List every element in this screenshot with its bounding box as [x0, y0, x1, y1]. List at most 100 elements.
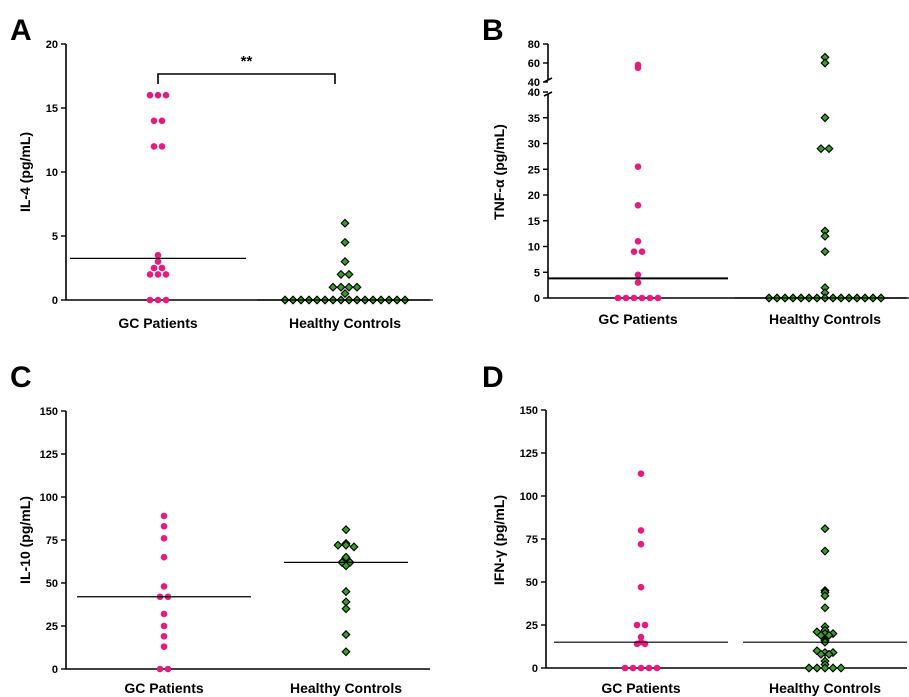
panel-d-point-healthy-controls: [820, 603, 830, 613]
panel-a-y-tick-label: 20: [46, 39, 58, 51]
panel-c-y-tick-label: 150: [40, 406, 58, 418]
panel-d-point-gc-patients: [653, 664, 661, 672]
panel-d-y-tick-label: 0: [532, 663, 538, 675]
panel-d-point-gc-patients: [637, 664, 645, 672]
panel-d-point-gc-patients: [641, 621, 649, 629]
panel-a-point-healthy-controls: [336, 282, 346, 292]
panel-c-y-tick-label: 125: [40, 449, 58, 461]
panel-c-point-gc-patients: [160, 553, 168, 561]
panel-a: A IL-4 (pg/mL) GC Patients Healthy Contr…: [10, 14, 433, 331]
panel-b-y-tick-label: 80: [528, 39, 540, 51]
panel-c-point-healthy-controls: [341, 561, 351, 571]
panel-d-category-hc: Healthy Controls: [769, 680, 881, 696]
panel-b-point-gc-patients: [614, 294, 622, 302]
panel-d-y-tick-label: 50: [526, 577, 538, 589]
panel-d-point-healthy-controls: [824, 630, 834, 640]
panel-a-category-gc: GC Patients: [118, 315, 198, 331]
panel-b-y-tick-label: 40: [528, 77, 540, 89]
panel-a-point-gc-patients: [158, 143, 166, 150]
panel-c-point-gc-patients: [160, 522, 168, 530]
panel-b-point-healthy-controls: [820, 231, 830, 241]
panel-b-point-healthy-controls: [824, 144, 834, 154]
panel-d-category-gc: GC Patients: [601, 680, 681, 696]
panel-b-y-tick-label: 60: [528, 58, 540, 70]
panel-c-point-healthy-controls: [341, 647, 351, 657]
panel-c-y-tick-label: 50: [46, 578, 58, 590]
panel-b-point-gc-patients: [622, 294, 630, 302]
panel-a-y-tick-label: 10: [46, 167, 58, 179]
panel-c-point-healthy-controls: [341, 604, 351, 614]
panel-c-point-gc-patients: [160, 534, 168, 542]
panel-b-axis-break-mark: [543, 91, 553, 97]
panel-a-point-healthy-controls: [328, 282, 338, 292]
panel-a-point-gc-patients: [158, 117, 166, 125]
panel-c-point-healthy-controls: [341, 630, 351, 640]
panel-b-y-tick-label: 10: [528, 242, 540, 254]
panel-a-point-gc-patients: [154, 251, 162, 259]
panel-c-point-gc-patients: [156, 665, 164, 673]
panel-d-point-healthy-controls: [820, 663, 830, 673]
panel-c-point-healthy-controls: [341, 552, 351, 562]
panel-c-category-hc: Healthy Controls: [290, 680, 402, 696]
panel-a-letter: A: [10, 14, 32, 47]
panel-c-point-healthy-controls: [341, 540, 351, 550]
panel-b-point-healthy-controls: [820, 113, 830, 123]
panel-b-category-hc: Healthy Controls: [769, 311, 881, 327]
panel-b-y-tick-label: 0: [534, 293, 540, 305]
panel-d-point-gc-patients: [637, 470, 645, 477]
panel-a-point-healthy-controls: [340, 257, 350, 267]
panel-d-point-gc-patients: [637, 583, 645, 591]
panel-c-y-tick-label: 100: [40, 492, 58, 504]
panel-a-point-gc-patients: [154, 271, 162, 278]
panel-d-point-healthy-controls: [828, 663, 838, 673]
panel-b-category-gc: GC Patients: [598, 311, 678, 327]
panel-a-point-gc-patients: [150, 117, 158, 125]
panel-b-y-tick-label: 30: [528, 139, 540, 151]
panel-d-point-healthy-controls: [836, 663, 846, 673]
panel-b-point-healthy-controls: [820, 247, 830, 257]
panel-a-point-gc-patients: [154, 296, 162, 304]
panel-d-y-tick-label: 25: [526, 620, 538, 632]
panel-a-point-healthy-controls: [344, 282, 354, 292]
panel-d-y-tick-label: 100: [520, 491, 538, 503]
panel-d-point-healthy-controls: [812, 663, 822, 673]
panel-d-point-gc-patients: [637, 527, 645, 534]
panel-c-point-gc-patients: [160, 512, 168, 520]
panel-a-point-gc-patients: [162, 296, 170, 304]
panel-d-point-healthy-controls: [820, 591, 830, 601]
panel-a-point-healthy-controls: [340, 289, 350, 299]
panel-b-point-gc-patients: [630, 294, 638, 302]
panel-b: B TNF-α (pg/mL) GC Patients Healthy Cont…: [482, 14, 909, 327]
panel-b-letter: B: [482, 14, 504, 47]
panel-b-y-tick-label: 5: [534, 267, 540, 279]
panel-a-point-gc-patients: [162, 91, 170, 99]
panel-d-point-healthy-controls: [816, 630, 826, 640]
panel-c-y-tick-label: 75: [46, 535, 58, 547]
panel-d-point-gc-patients: [637, 540, 645, 548]
panel-a-category-hc: Healthy Controls: [289, 315, 401, 331]
panel-a-point-gc-patients: [150, 143, 158, 150]
panel-b-point-gc-patients: [638, 248, 646, 255]
panel-b-point-gc-patients: [634, 279, 642, 286]
panel-d-point-healthy-controls: [804, 663, 814, 673]
panel-a-point-gc-patients: [158, 264, 166, 272]
panel-b-point-gc-patients: [638, 294, 646, 302]
panel-b-point-gc-patients: [630, 248, 638, 255]
panel-a-point-gc-patients: [146, 271, 154, 278]
panel-b-y-tick-label: 20: [528, 190, 540, 202]
panel-c-letter: C: [10, 361, 32, 394]
panel-b-point-gc-patients: [634, 163, 642, 170]
panel-a-point-healthy-controls: [340, 237, 350, 247]
panel-d-point-healthy-controls: [824, 649, 834, 659]
panel-c-point-gc-patients: [160, 643, 168, 650]
panel-a-point-healthy-controls: [344, 269, 354, 279]
panel-b-y-tick-label: 15: [528, 216, 540, 228]
panel-b-point-gc-patients: [634, 271, 642, 279]
panel-c-point-healthy-controls: [341, 525, 351, 535]
panel-d-point-gc-patients: [633, 621, 641, 629]
panel-a-point-gc-patients: [162, 271, 170, 278]
panel-b-point-gc-patients: [634, 202, 642, 209]
panel-c-category-gc: GC Patients: [124, 680, 204, 696]
panel-a-point-gc-patients: [154, 258, 162, 265]
